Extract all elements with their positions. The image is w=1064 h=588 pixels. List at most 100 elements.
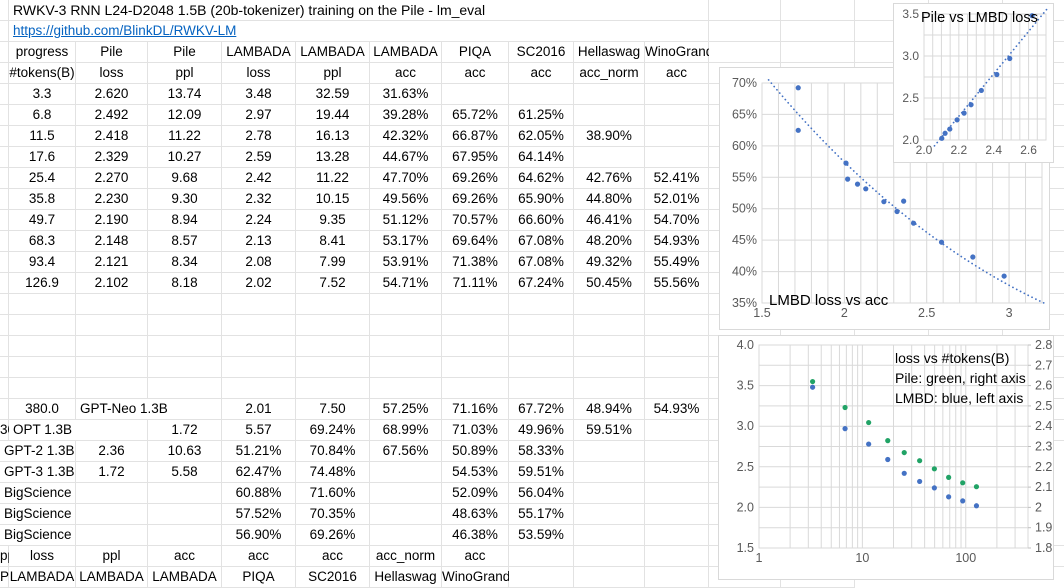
empty-cell[interactable] bbox=[9, 357, 76, 378]
data-cell[interactable]: 59.51% bbox=[574, 420, 645, 441]
data-cell[interactable]: 53.59% bbox=[509, 525, 574, 546]
chart-pile-vs-lmbd-loss[interactable]: 2.0 2.2 2.4 2.6 2.0 2.5 3.0 3.5 Pile vs LMBD los… bbox=[893, 3, 1054, 163]
data-cell[interactable]: 39.28% bbox=[370, 105, 442, 126]
row-head-blank[interactable] bbox=[0, 63, 9, 84]
data-cell[interactable]: 10.63 bbox=[148, 441, 222, 462]
empty-cell[interactable] bbox=[370, 357, 442, 378]
data-cell[interactable]: 49.56% bbox=[370, 189, 442, 210]
data-cell[interactable]: 71.38% bbox=[442, 252, 509, 273]
data-cell[interactable]: 42.76% bbox=[574, 168, 645, 189]
data-cell[interactable]: 93.4 bbox=[9, 252, 76, 273]
data-cell[interactable]: 3.3 bbox=[9, 84, 76, 105]
empty-cell[interactable] bbox=[148, 378, 222, 399]
empty-cell[interactable] bbox=[645, 462, 709, 483]
data-cell[interactable]: 50.89% bbox=[442, 441, 509, 462]
model-name-cell[interactable]: BigScience 1.3B-Pile bbox=[0, 525, 130, 546]
data-cell[interactable] bbox=[76, 483, 148, 504]
data-cell[interactable]: 57.25% bbox=[370, 399, 442, 420]
data-cell[interactable]: 59.51% bbox=[509, 462, 574, 483]
data-cell[interactable]: 2.02 bbox=[222, 273, 296, 294]
data-cell[interactable]: 2.78 bbox=[222, 126, 296, 147]
data-cell[interactable]: 71.11% bbox=[442, 273, 509, 294]
data-cell[interactable] bbox=[574, 84, 645, 105]
data-cell[interactable]: 2.24 bbox=[222, 210, 296, 231]
model-name-cell[interactable]: OPT 1.3B bbox=[9, 420, 148, 441]
data-cell[interactable]: 53.91% bbox=[370, 252, 442, 273]
empty-cell[interactable] bbox=[509, 357, 574, 378]
data-cell[interactable]: 67.08% bbox=[509, 252, 574, 273]
empty-cell[interactable] bbox=[76, 357, 148, 378]
data-cell[interactable]: 8.57 bbox=[148, 231, 222, 252]
empty-cell[interactable] bbox=[574, 441, 645, 462]
empty-cell[interactable] bbox=[148, 315, 222, 336]
data-cell[interactable]: 70.35% bbox=[296, 504, 370, 525]
data-cell[interactable]: 54.93% bbox=[645, 399, 709, 420]
empty-cell[interactable] bbox=[442, 294, 509, 315]
data-cell[interactable] bbox=[148, 525, 222, 546]
data-cell[interactable]: 60.88% bbox=[222, 483, 296, 504]
data-cell[interactable]: 64.62% bbox=[509, 168, 574, 189]
data-cell[interactable]: 46.41% bbox=[574, 210, 645, 231]
empty-cell[interactable] bbox=[0, 378, 9, 399]
empty-cell[interactable] bbox=[509, 567, 574, 588]
empty-cell[interactable] bbox=[574, 294, 645, 315]
data-cell[interactable]: 67.08% bbox=[509, 231, 574, 252]
data-cell[interactable] bbox=[148, 483, 222, 504]
data-cell[interactable]: 2.59 bbox=[222, 147, 296, 168]
empty-cell[interactable] bbox=[645, 315, 709, 336]
data-cell[interactable]: 49.7 bbox=[9, 210, 76, 231]
data-cell[interactable]: 2.36 bbox=[76, 441, 148, 462]
empty-cell[interactable] bbox=[574, 315, 645, 336]
data-cell[interactable]: 13.74 bbox=[148, 84, 222, 105]
data-cell[interactable]: 2.620 bbox=[76, 84, 148, 105]
data-cell[interactable]: 2.102 bbox=[76, 273, 148, 294]
data-cell[interactable]: 25.4 bbox=[9, 168, 76, 189]
data-cell[interactable]: 65.90% bbox=[509, 189, 574, 210]
data-cell[interactable]: 2.32 bbox=[222, 189, 296, 210]
data-cell[interactable]: 67.72% bbox=[509, 399, 574, 420]
data-cell[interactable] bbox=[574, 105, 645, 126]
data-cell[interactable]: 8.41 bbox=[296, 231, 370, 252]
data-cell[interactable]: 2.270 bbox=[76, 168, 148, 189]
row-head-blank[interactable] bbox=[0, 84, 9, 105]
data-cell[interactable]: 54.93% bbox=[645, 231, 709, 252]
model-name-cell[interactable]: BigScience 1.3B-Pile bbox=[0, 504, 130, 525]
data-cell[interactable]: 71.16% bbox=[442, 399, 509, 420]
data-cell[interactable]: 66.60% bbox=[509, 210, 574, 231]
row-head-blank[interactable] bbox=[0, 252, 9, 273]
empty-cell[interactable] bbox=[370, 336, 442, 357]
data-cell[interactable]: 69.26% bbox=[442, 168, 509, 189]
data-cell[interactable] bbox=[645, 105, 709, 126]
data-cell[interactable]: 56.90% bbox=[222, 525, 296, 546]
empty-cell[interactable] bbox=[645, 546, 709, 567]
data-cell[interactable]: 11.5 bbox=[9, 126, 76, 147]
data-cell[interactable]: 68.3 bbox=[9, 231, 76, 252]
empty-cell[interactable] bbox=[0, 357, 9, 378]
data-cell[interactable]: 2.121 bbox=[76, 252, 148, 273]
data-cell[interactable]: 3.48 bbox=[222, 84, 296, 105]
empty-cell[interactable] bbox=[574, 462, 645, 483]
data-cell[interactable]: 35.8 bbox=[9, 189, 76, 210]
empty-cell[interactable] bbox=[222, 315, 296, 336]
data-cell[interactable]: 10.15 bbox=[296, 189, 370, 210]
empty-cell[interactable] bbox=[9, 378, 76, 399]
empty-cell[interactable] bbox=[574, 525, 645, 546]
data-cell[interactable] bbox=[574, 147, 645, 168]
github-link[interactable]: https://github.com/BlinkDL/RWKV-LM bbox=[9, 21, 709, 42]
data-cell[interactable]: 49.32% bbox=[574, 252, 645, 273]
data-cell[interactable]: 2.01 bbox=[222, 399, 296, 420]
empty-cell[interactable] bbox=[296, 294, 370, 315]
empty-cell[interactable] bbox=[645, 336, 709, 357]
data-cell[interactable] bbox=[370, 525, 442, 546]
data-cell[interactable] bbox=[442, 84, 509, 105]
empty-cell[interactable] bbox=[442, 315, 509, 336]
data-cell[interactable]: 52.09% bbox=[442, 483, 509, 504]
data-cell[interactable]: 126.9 bbox=[9, 273, 76, 294]
data-cell[interactable]: 48.20% bbox=[574, 231, 645, 252]
data-cell[interactable]: 2.190 bbox=[76, 210, 148, 231]
data-cell[interactable]: 9.35 bbox=[296, 210, 370, 231]
data-cell[interactable]: 48.63% bbox=[442, 504, 509, 525]
data-cell[interactable]: 57.52% bbox=[222, 504, 296, 525]
data-cell[interactable]: 12.09 bbox=[148, 105, 222, 126]
data-cell[interactable]: 31.63% bbox=[370, 84, 442, 105]
